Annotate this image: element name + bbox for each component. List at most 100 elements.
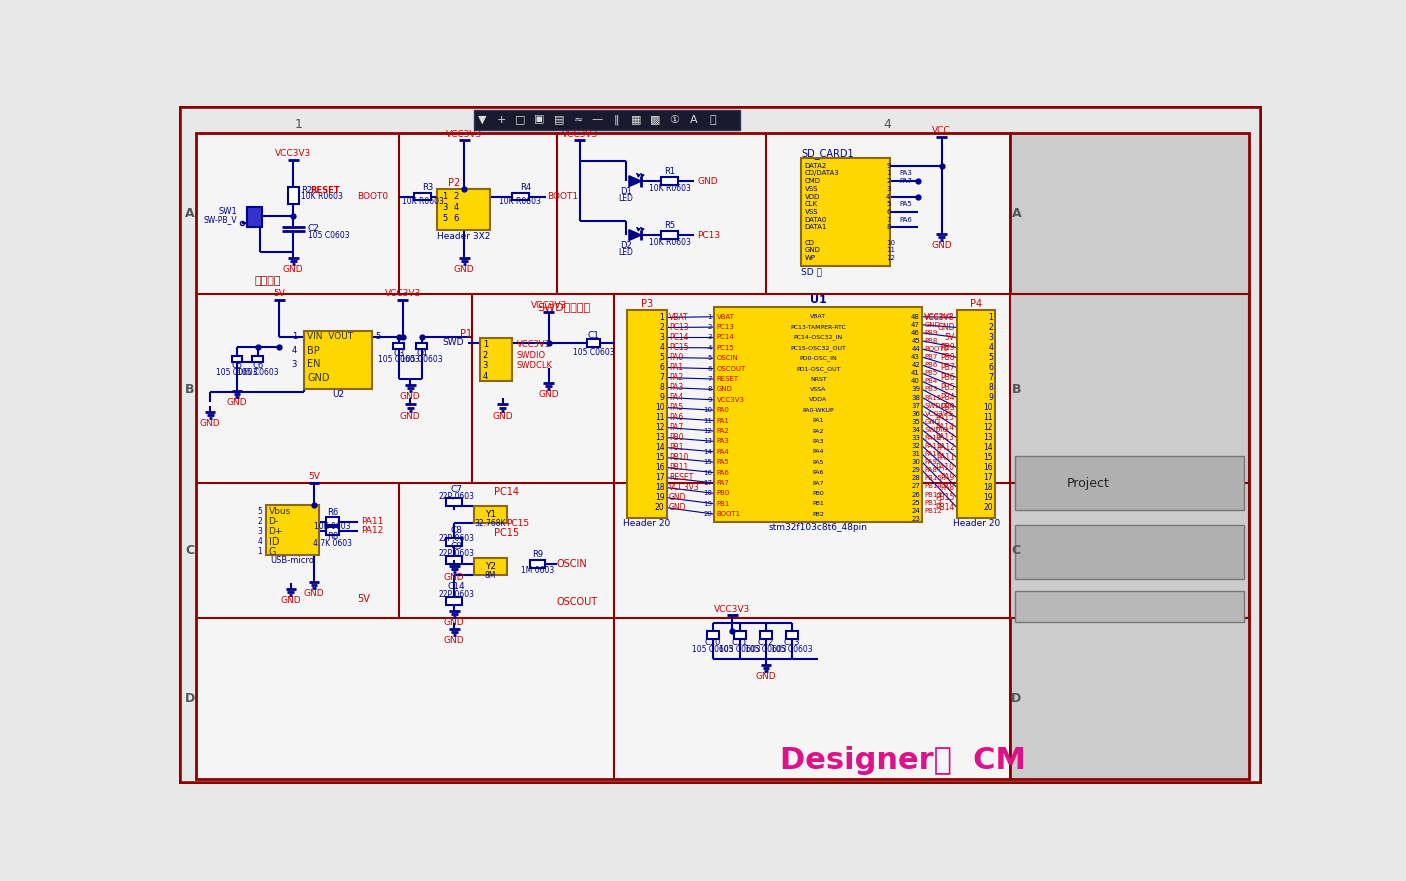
Text: 5: 5	[707, 355, 711, 361]
Text: RESET: RESET	[717, 376, 738, 382]
Text: 32.768K: 32.768K	[475, 519, 506, 528]
Text: D2: D2	[620, 241, 631, 250]
Text: VCC3V3: VCC3V3	[925, 411, 953, 417]
Text: EN: EN	[307, 359, 321, 369]
Text: 7: 7	[659, 373, 665, 382]
Text: PC15: PC15	[717, 344, 734, 351]
Text: PA8: PA8	[925, 467, 938, 473]
Text: BOOT1: BOOT1	[547, 192, 578, 201]
Bar	[447, 499, 461, 506]
Text: 27: 27	[911, 484, 920, 490]
Text: VCC3V3: VCC3V3	[276, 149, 311, 158]
Text: 复位电路: 复位电路	[254, 277, 281, 286]
Text: VCC3V3: VCC3V3	[714, 604, 751, 614]
Text: 5V: 5V	[308, 472, 321, 481]
Text: PA7: PA7	[900, 178, 912, 184]
Text: 15: 15	[703, 459, 711, 465]
Text: PA9: PA9	[925, 459, 938, 465]
Bar	[326, 517, 339, 524]
Text: GND: GND	[669, 503, 686, 512]
Bar	[415, 193, 432, 201]
Text: VCC3V3: VCC3V3	[384, 289, 420, 298]
Text: GND: GND	[697, 177, 718, 186]
Text: GND: GND	[755, 672, 776, 681]
Bar	[447, 556, 461, 564]
Text: PA4: PA4	[717, 448, 730, 455]
Text: PB6: PB6	[925, 362, 938, 368]
Text: C13: C13	[785, 638, 800, 647]
Text: B: B	[186, 382, 195, 396]
Text: 4: 4	[454, 203, 460, 211]
Text: PC14: PC14	[669, 333, 689, 342]
Text: Vbus: Vbus	[269, 507, 291, 516]
Text: BOOT0: BOOT0	[357, 192, 388, 201]
Bar	[1010, 483, 1249, 618]
Text: PB4: PB4	[925, 378, 938, 384]
Text: 18: 18	[703, 491, 711, 496]
Text: SWDCLK: SWDCLK	[925, 403, 955, 409]
Text: 2: 2	[454, 192, 460, 201]
Text: GND: GND	[281, 596, 301, 605]
Text: 3: 3	[257, 527, 263, 536]
Text: 5: 5	[375, 332, 381, 341]
Text: 10K 0603: 10K 0603	[315, 522, 350, 531]
Text: 10: 10	[984, 403, 993, 412]
Text: PA6: PA6	[669, 413, 683, 422]
Bar	[266, 505, 319, 555]
Text: Project: Project	[1066, 477, 1109, 490]
Text: PA10: PA10	[935, 463, 955, 472]
Text: PA7: PA7	[717, 480, 730, 486]
Text: VDDA: VDDA	[810, 397, 827, 403]
Text: 43: 43	[911, 354, 920, 360]
Text: VSS: VSS	[804, 186, 818, 192]
Text: PB14: PB14	[925, 484, 942, 490]
Text: GND: GND	[283, 265, 304, 274]
Bar	[1015, 525, 1244, 580]
Text: P2: P2	[449, 178, 460, 188]
Text: PC15: PC15	[506, 519, 530, 528]
Text: PB6: PB6	[941, 373, 955, 382]
Bar	[474, 109, 740, 130]
Text: 105 C0603: 105 C0603	[718, 645, 761, 654]
Text: SWDIO: SWDIO	[516, 351, 546, 359]
Text: 3: 3	[707, 335, 711, 340]
Text: PA5: PA5	[669, 403, 683, 412]
Text: 44: 44	[911, 346, 920, 352]
Text: SD_CARD1: SD_CARD1	[801, 148, 853, 159]
Text: PB12: PB12	[925, 507, 942, 514]
Bar	[232, 356, 242, 362]
Text: 25: 25	[911, 500, 920, 506]
Text: P1: P1	[460, 329, 472, 339]
Text: A: A	[1011, 207, 1021, 220]
Text: 15: 15	[984, 453, 993, 463]
Text: 6: 6	[886, 209, 890, 215]
Text: 40: 40	[911, 378, 920, 384]
Text: PA9: PA9	[941, 473, 955, 482]
Text: C: C	[1012, 544, 1021, 558]
Text: 26: 26	[911, 492, 920, 498]
Text: 15: 15	[655, 453, 665, 463]
Text: GND: GND	[492, 411, 513, 420]
Text: PA7: PA7	[813, 480, 824, 485]
Text: GND: GND	[444, 618, 464, 627]
Text: VBAT: VBAT	[717, 314, 735, 320]
Text: 8: 8	[659, 383, 665, 392]
Bar	[661, 177, 678, 185]
Bar	[1015, 456, 1244, 510]
Text: OSCOUT: OSCOUT	[717, 366, 747, 372]
Text: ≈: ≈	[574, 115, 583, 124]
Text: 8: 8	[988, 383, 993, 392]
Text: LED: LED	[619, 248, 633, 256]
Bar	[707, 631, 718, 639]
Text: 16: 16	[984, 463, 993, 472]
Text: 10K R0603: 10K R0603	[648, 238, 690, 248]
Text: C10: C10	[704, 638, 721, 647]
Text: 3: 3	[886, 186, 890, 192]
Text: 23: 23	[911, 515, 920, 522]
Text: 18: 18	[984, 483, 993, 492]
Text: 46: 46	[911, 329, 920, 336]
Text: Y2: Y2	[485, 562, 496, 572]
Text: OSCIN: OSCIN	[557, 559, 588, 569]
Text: 11: 11	[886, 248, 896, 254]
Bar	[304, 330, 371, 389]
